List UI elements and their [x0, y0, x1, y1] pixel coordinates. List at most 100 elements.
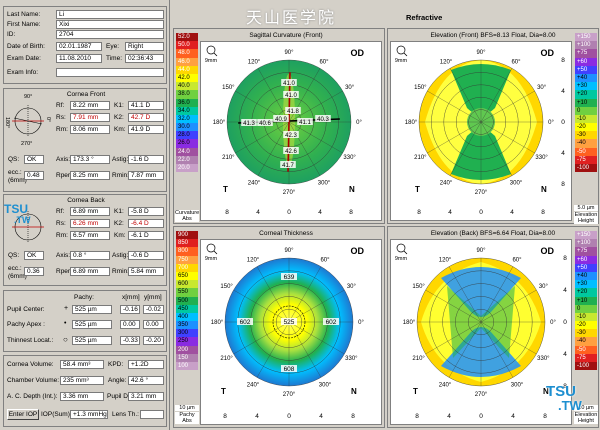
scale-step[interactable]: +60 — [575, 57, 597, 66]
elevation-back-plot-area[interactable]: 90° 120° 60° 150° 30° 180° 0° 210° 330° 240° 300° 2… — [390, 239, 572, 425]
scale-step[interactable]: 24.0 — [176, 147, 198, 156]
panel-thickness[interactable]: Corneal Thickness 900 850 800 750 700 650 600 5… — [173, 226, 385, 428]
scale-step[interactable]: +60 — [575, 255, 597, 264]
scale-step[interactable]: -40 — [575, 337, 597, 346]
nasal-label: N — [541, 185, 547, 194]
scale-step[interactable]: 36.0 — [176, 98, 198, 107]
scale-step[interactable]: 48.0 — [176, 49, 198, 58]
curvature-color-scale[interactable]: 52.0 50.0 48.0 46.0 44.0 42.0 40.0 38.0 36.0 34.0… — [176, 33, 198, 173]
scale-step[interactable]: -30 — [575, 329, 597, 338]
sagittal-map[interactable]: 90° 120° 60° 150° 30° 180° 0° 210° 330° 240° 300° 2… — [201, 42, 381, 220]
last-name-field[interactable]: Li — [56, 10, 164, 19]
scale-step[interactable]: 22.0 — [176, 155, 198, 164]
scale-step[interactable]: 300 — [176, 329, 198, 338]
panel-elevation-front[interactable]: Elevation (Front) BFS=8.13 Float, Dia=8.… — [387, 28, 599, 224]
scale-step[interactable]: 42.0 — [176, 73, 198, 83]
scale-step[interactable]: -50 — [575, 147, 597, 156]
scale-step[interactable]: 250 — [176, 337, 198, 346]
scale-step[interactable]: +50 — [575, 263, 597, 272]
scale-step[interactable]: +10 — [575, 98, 597, 107]
scale-step[interactable]: +20 — [575, 90, 597, 99]
scale-step[interactable]: -100 — [575, 164, 597, 173]
pachy-color-scale[interactable]: 900 850 800 750 700 650 600 550 500 450 400 350 300 2… — [176, 231, 198, 371]
scale-step[interactable]: 900 — [176, 231, 198, 240]
elevation-front-map[interactable]: 90° 120° 60° 150° 30° 180° 0° 210° 330° 240° 300° 2… — [391, 42, 571, 220]
scale-step[interactable]: 350 — [176, 321, 198, 330]
panel-sagittal[interactable]: Sagittal Curvature (Front) 52.0 50.0 48.0 4… — [173, 28, 385, 224]
elevation-front-plot-area[interactable]: 90° 120° 60° 150° 30° 180° 0° 210° 330° 240° 300° 2… — [390, 41, 572, 221]
scale-step[interactable]: 40.0 — [176, 82, 198, 91]
first-name-field[interactable]: Xixi — [56, 20, 164, 29]
scale-step[interactable]: 46.0 — [176, 57, 198, 66]
scale-step[interactable]: +100 — [575, 41, 597, 50]
scale-step[interactable]: 450 — [176, 304, 198, 313]
exam-date-field[interactable]: 11.08.2010 — [56, 54, 102, 63]
scale-step[interactable]: 150 — [176, 353, 198, 362]
scale-step[interactable]: +10 — [575, 296, 597, 305]
scale-step[interactable]: 28.0 — [176, 131, 198, 140]
scale-step[interactable]: +30 — [575, 82, 597, 91]
scale-step[interactable]: +40 — [575, 73, 597, 83]
id-field[interactable]: 2704 — [56, 30, 164, 39]
scale-step[interactable]: 100 — [176, 362, 198, 371]
elevation-back-polar-grid — [416, 257, 546, 387]
scale-step[interactable]: -20 — [575, 123, 597, 132]
time-field[interactable]: 02:36:43 — [125, 54, 164, 63]
thickness-plot-area[interactable]: 90° 120° 60° 150° 30° 180° 0° 210° 330° 240° 300° 2… — [200, 239, 382, 425]
scale-step[interactable]: 34.0 — [176, 106, 198, 115]
grid-spoke — [480, 266, 514, 323]
elevation-back-color-scale[interactable]: +150 +100 +75 +60 +50 +40 +30 +20 +10 0 -10 -20 -30-… — [575, 231, 597, 371]
scale-step[interactable]: -40 — [575, 139, 597, 148]
scale-step[interactable]: 850 — [176, 239, 198, 248]
scale-step[interactable]: -10 — [575, 312, 597, 322]
scale-step[interactable]: 32.0 — [176, 114, 198, 124]
scale-step[interactable]: -10 — [575, 114, 597, 124]
enter-iop-button[interactable]: Enter IOP — [7, 409, 39, 420]
scale-step[interactable]: -20 — [575, 321, 597, 330]
scale-step[interactable]: 750 — [176, 255, 198, 264]
scale-step[interactable]: 20.0 — [176, 164, 198, 173]
scale-step[interactable]: +30 — [575, 280, 597, 289]
scale-step[interactable]: 0 — [575, 304, 597, 313]
scale-step[interactable]: 30.0 — [176, 123, 198, 132]
scale-step[interactable]: 26.0 — [176, 139, 198, 148]
eye-field[interactable]: Right — [125, 42, 164, 51]
polar-label: 0° — [358, 320, 364, 326]
scale-step[interactable]: 550 — [176, 288, 198, 297]
y-axis-tick: 4 — [561, 150, 565, 157]
scale-step[interactable]: 50.0 — [176, 41, 198, 50]
scale-step[interactable]: 44.0 — [176, 65, 198, 74]
scale-step[interactable]: -50 — [575, 345, 597, 354]
scale-step[interactable]: +75 — [575, 247, 597, 256]
curvature-value: 40.9 — [275, 117, 287, 123]
scale-step[interactable]: 500 — [176, 296, 198, 305]
scale-step[interactable]: +50 — [575, 65, 597, 74]
scale-step[interactable]: 52.0 — [176, 33, 198, 42]
scale-step[interactable]: 38.0 — [176, 90, 198, 99]
scale-step[interactable]: 800 — [176, 247, 198, 256]
scale-step[interactable]: +75 — [575, 49, 597, 58]
panel-elevation-back[interactable]: Elevation (Back) BFS=6.64 Float, Dia=8.0… — [387, 226, 599, 428]
elevation-front-color-scale[interactable]: +150 +100 +75 +60 +50 +40 +30 +20 +10 0 -10 -20 -30-… — [575, 33, 597, 173]
elevation-back-map[interactable]: 90° 120° 60° 150° 30° 180° 0° 210° 330° 240° 300° 2… — [391, 240, 571, 424]
scale-step[interactable]: 0 — [575, 106, 597, 115]
scale-step[interactable]: -100 — [575, 362, 597, 371]
scale-step[interactable]: +20 — [575, 288, 597, 297]
dob-field[interactable]: 02.01.1987 — [56, 42, 102, 51]
scale-step[interactable]: +40 — [575, 271, 597, 281]
exam-info-field[interactable] — [56, 68, 164, 77]
scale-step[interactable]: +150 — [575, 231, 597, 240]
scale-step[interactable]: 650 — [176, 271, 198, 281]
scale-step[interactable]: 200 — [176, 345, 198, 354]
scale-step[interactable]: -30 — [575, 131, 597, 140]
zoom-icon-handle — [403, 250, 408, 255]
scale-step[interactable]: -75 — [575, 155, 597, 164]
scale-step[interactable]: 600 — [176, 280, 198, 289]
sagittal-plot-area[interactable]: 90° 120° 60° 150° 30° 180° 0° 210° 330° 240° 300° 2… — [200, 41, 382, 221]
scale-step[interactable]: +100 — [575, 239, 597, 248]
scale-step[interactable]: 400 — [176, 312, 198, 322]
scale-step[interactable]: -75 — [575, 353, 597, 362]
scale-step[interactable]: 700 — [176, 263, 198, 272]
thickness-map[interactable]: 90° 120° 60° 150° 30° 180° 0° 210° 330° 240° 300° 2… — [201, 240, 381, 424]
scale-step[interactable]: +150 — [575, 33, 597, 42]
